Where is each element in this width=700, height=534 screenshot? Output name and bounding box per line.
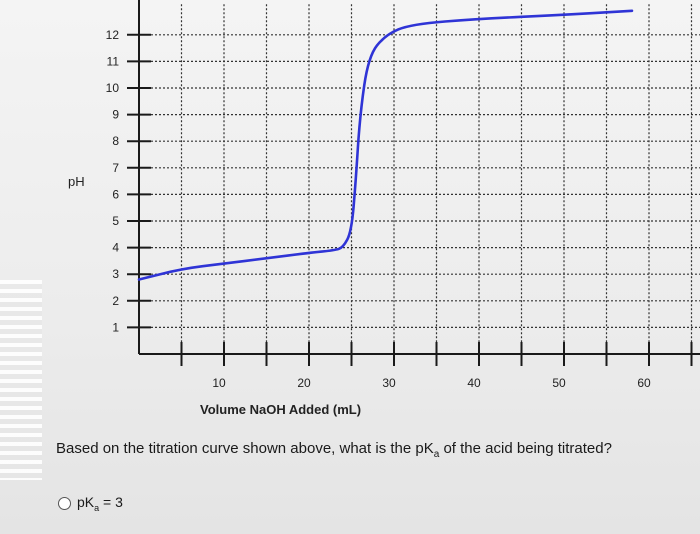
x-tick-label: 40 <box>467 376 481 390</box>
titration-curve <box>137 9 634 281</box>
y-tick-label: 7 <box>112 161 119 175</box>
option-label: pKa = 3 <box>77 494 123 513</box>
x-axis-label: Volume NaOH Added (mL) <box>200 402 361 417</box>
y-tick-label: 3 <box>112 267 119 281</box>
curve-layer <box>137 9 634 281</box>
x-tick-label: 60 <box>637 376 651 390</box>
y-axis-label: pH <box>68 174 85 189</box>
x-tick-label: 10 <box>212 376 226 390</box>
y-tick-label: 10 <box>106 81 120 95</box>
answer-option[interactable]: pKa = 3 <box>58 494 123 513</box>
screen-glare <box>0 280 42 480</box>
y-tick-label: 6 <box>112 187 119 201</box>
y-tick-label: 5 <box>112 214 119 228</box>
y-tick-label: 9 <box>112 108 119 122</box>
y-tick-label: 8 <box>112 134 119 148</box>
y-tick-label: 1 <box>112 320 119 334</box>
y-tick-label: 4 <box>112 241 119 255</box>
question-text: Based on the titration curve shown above… <box>56 440 612 460</box>
y-tick-label: 2 <box>112 294 119 308</box>
x-tick-label: 20 <box>297 376 311 390</box>
y-tick-label: 11 <box>107 54 120 68</box>
y-tick-label: 12 <box>106 28 120 42</box>
grid <box>139 4 700 354</box>
x-tick-label: 30 <box>382 376 396 390</box>
x-tick-label: 50 <box>552 376 566 390</box>
axes <box>138 0 700 355</box>
radio-button[interactable] <box>58 496 71 510</box>
